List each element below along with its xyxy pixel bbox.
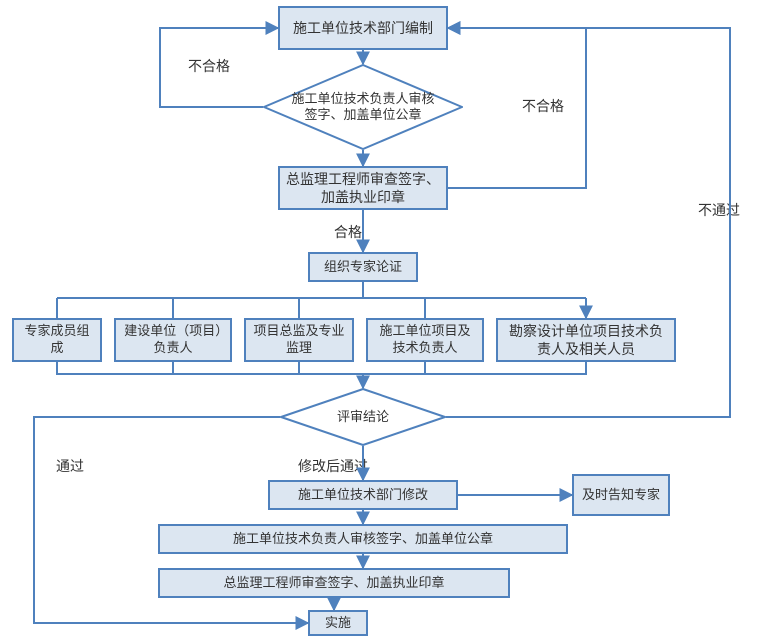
edge-label-l2: 不合格 xyxy=(520,96,566,116)
node-label: 项目总监及专业监理 xyxy=(252,323,346,357)
node-label: 专家成员组成 xyxy=(20,323,94,357)
node-e5: 勘察设计单位项目技术负责人及相关人员 xyxy=(496,318,676,362)
node-n8: 总监理工程师审查签字、加盖执业印章 xyxy=(158,568,510,598)
edge-label-l6: 不通过 xyxy=(696,200,742,220)
node-label: 施工单位技术负责人审核签字、加盖单位公章 xyxy=(281,91,445,124)
node-e1: 专家成员组成 xyxy=(12,318,102,362)
node-label: 实施 xyxy=(325,615,351,632)
node-label: 施工单位项目及技术负责人 xyxy=(374,323,476,357)
node-label: 建设单位（项目）负责人 xyxy=(122,323,224,357)
node-n1: 施工单位技术部门编制 xyxy=(278,6,448,50)
node-n6b: 及时告知专家 xyxy=(572,474,670,516)
node-n7: 施工单位技术负责人审核签字、加盖单位公章 xyxy=(158,524,568,554)
node-label: 总监理工程师审查签字、加盖执业印章 xyxy=(286,170,440,206)
node-label: 施工单位技术负责人审核签字、加盖单位公章 xyxy=(233,531,493,548)
edge-label-l5: 通过 xyxy=(54,456,86,476)
node-e4: 施工单位项目及技术负责人 xyxy=(366,318,484,362)
edge-4 xyxy=(57,362,586,388)
edge-label-l1: 不合格 xyxy=(186,56,232,76)
node-label: 组织专家论证 xyxy=(324,259,402,276)
node-n9: 实施 xyxy=(308,610,368,636)
node-label: 总监理工程师审查签字、加盖执业印章 xyxy=(223,575,444,592)
node-n2: 施工单位技术负责人审核签字、加盖单位公章 xyxy=(263,64,463,150)
node-n5: 评审结论 xyxy=(280,388,446,446)
node-n3: 总监理工程师审查签字、加盖执业印章 xyxy=(278,166,448,210)
node-e2: 建设单位（项目）负责人 xyxy=(114,318,232,362)
edge-3 xyxy=(57,282,586,318)
node-n4: 组织专家论证 xyxy=(308,252,418,282)
node-e3: 项目总监及专业监理 xyxy=(244,318,354,362)
edge-label-l3: 合格 xyxy=(332,222,364,242)
flowchart-canvas: 施工单位技术部门编制施工单位技术负责人审核签字、加盖单位公章总监理工程师审查签字… xyxy=(0,0,760,642)
node-n6: 施工单位技术部门修改 xyxy=(268,480,458,510)
node-label: 施工单位技术部门修改 xyxy=(298,487,428,504)
node-label: 及时告知专家 xyxy=(582,487,660,504)
node-label: 评审结论 xyxy=(329,409,397,425)
node-label: 施工单位技术部门编制 xyxy=(293,19,433,37)
edge-label-l4: 修改后通过 xyxy=(296,456,370,476)
node-label: 勘察设计单位项目技术负责人及相关人员 xyxy=(504,322,668,358)
